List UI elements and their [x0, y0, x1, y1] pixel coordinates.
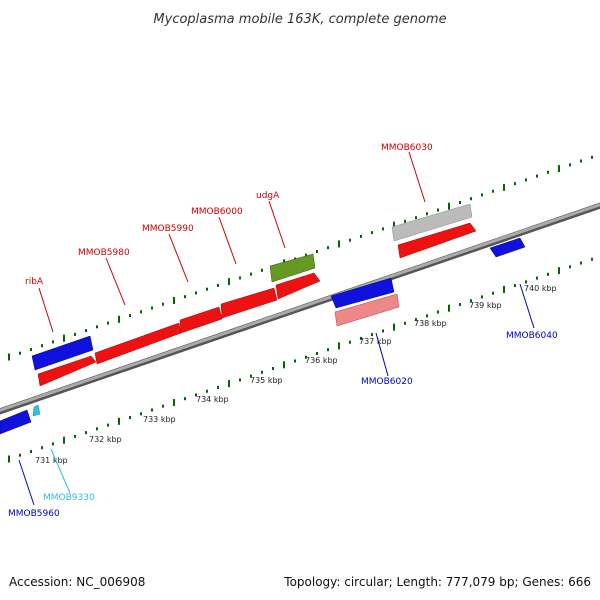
lower-scale-track	[8, 257, 593, 463]
gene-arrow-MMOB6000[interactable]	[220, 287, 278, 319]
callout-line	[268, 200, 286, 249]
tick-label: 740 kbp	[524, 284, 557, 293]
gene-arrow-MMOB9330[interactable]	[32, 404, 41, 417]
gene-label[interactable]: MMOB5980	[78, 248, 130, 258]
gene-label[interactable]: MMOB6030	[381, 143, 433, 153]
gene-arrow-MMOB6040[interactable]	[489, 237, 526, 258]
gene-label[interactable]: MMOB5990	[142, 224, 194, 234]
gene-arrow-ribA[interactable]	[37, 355, 97, 387]
tick-label: 736 kbp	[305, 356, 338, 365]
gene-arrow-udgA-region[interactable]	[275, 272, 321, 300]
tick-label: 739 kbp	[469, 301, 502, 310]
callout-line	[218, 216, 237, 265]
callout-line	[168, 233, 189, 283]
gene-label[interactable]: udgA	[256, 191, 280, 201]
tick-label: 735 kbp	[250, 376, 283, 385]
backbone-highlight	[0, 203, 600, 412]
gene-arrow-MMOB5960[interactable]	[0, 409, 32, 435]
gene-box-ribA-upper[interactable]	[31, 335, 94, 371]
upper-scale-track	[8, 155, 593, 361]
gene-label[interactable]: MMOB6000	[191, 207, 243, 217]
callout-line	[408, 151, 426, 203]
gene-features	[0, 203, 526, 435]
gene-arrow-MMOB5980[interactable]	[94, 322, 182, 365]
gene-label[interactable]: ribA	[25, 277, 44, 287]
tick-labels: 731 kbp 732 kbp 733 kbp 734 kbp 735 kbp …	[35, 284, 557, 465]
gene-box-MMOB6020-pale[interactable]	[334, 293, 400, 327]
label-callouts	[18, 151, 535, 506]
tick-label: 738 kbp	[414, 319, 447, 328]
gene-arrow-MMOB6030[interactable]	[397, 222, 477, 259]
callout-line	[375, 332, 389, 377]
gene-labels: ribA MMOB5980 MMOB5990 MMOB6000 udgA MMO…	[8, 143, 558, 519]
accession-text: Accession: NC_006908	[9, 575, 145, 589]
gene-arrow-MMOB5990[interactable]	[179, 306, 223, 334]
gene-label[interactable]: MMOB6040	[506, 331, 558, 341]
tick-label: 732 kbp	[89, 435, 122, 444]
gene-label[interactable]: MMOB6020	[361, 377, 413, 387]
tick-label: 733 kbp	[143, 415, 176, 424]
genome-stats-text: Topology: circular; Length: 777,079 bp; …	[283, 575, 591, 589]
gene-box-udgA[interactable]	[269, 253, 316, 283]
gene-arrow-MMOB6020[interactable]	[330, 277, 395, 309]
map-title: Mycoplasma mobile 163K, complete genome	[153, 12, 446, 27]
tick-label: 737 kbp	[359, 337, 392, 346]
gene-box-MMOB6030-upper[interactable]	[391, 203, 473, 242]
gene-label[interactable]: MMOB5960	[8, 509, 60, 519]
callout-line	[519, 283, 535, 329]
gene-label[interactable]: MMOB9330	[43, 493, 95, 503]
callout-line	[18, 459, 35, 506]
tick-label: 731 kbp	[35, 456, 68, 465]
tick-label: 734 kbp	[196, 395, 229, 404]
callout-line	[50, 448, 71, 494]
callout-line	[38, 287, 54, 333]
genome-backbone	[0, 202, 600, 415]
callout-line	[105, 257, 126, 306]
